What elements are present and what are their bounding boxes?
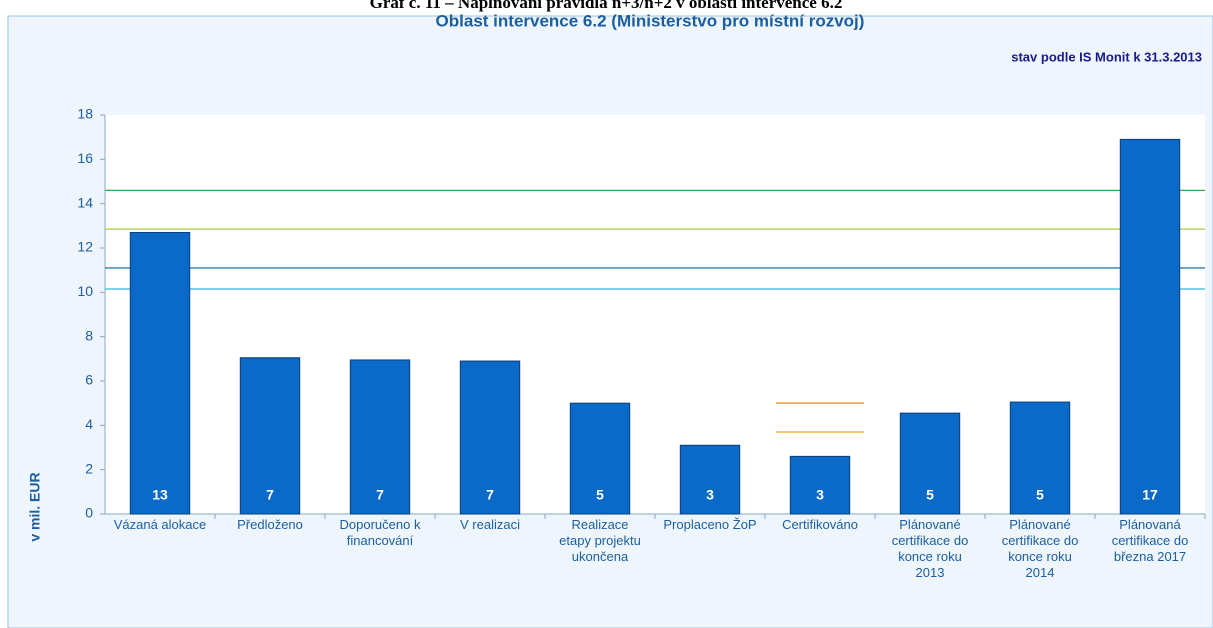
x-tick-label: Plánované certifikace do konce roku 2013 <box>892 517 969 580</box>
bar <box>569 402 631 515</box>
bar <box>789 455 851 515</box>
header: Graf č. 11 – Naplňování pravidla n+3/n+2… <box>370 0 843 12</box>
bar <box>679 444 741 515</box>
x-tick-label: Realizace etapy projektu ukončena <box>559 517 641 564</box>
y-tick-label: 10 <box>77 283 93 299</box>
value-label: 5 <box>926 487 934 503</box>
y-axis-label: v mil. EUR <box>27 472 43 541</box>
x-tick-label: Vázaná alokace <box>114 517 207 532</box>
bar <box>349 359 411 515</box>
y-tick-label: 4 <box>85 416 93 432</box>
y-tick-label: 16 <box>77 150 93 166</box>
value-label: 13 <box>152 487 168 503</box>
value-label: 7 <box>376 487 384 503</box>
bar <box>899 412 961 515</box>
y-tick-label: 0 <box>85 505 93 521</box>
value-label: 7 <box>486 487 494 503</box>
value-label: 5 <box>596 487 604 503</box>
value-label: 3 <box>816 487 824 503</box>
chart-title: Oblast intervence 6.2 (Ministerstvo pro … <box>436 11 865 30</box>
bar <box>1119 138 1181 515</box>
value-label: 17 <box>1142 487 1158 503</box>
y-tick-label: 14 <box>77 194 93 210</box>
y-tick-label: 2 <box>85 460 93 476</box>
y-tick-label: 12 <box>77 239 93 255</box>
x-tick-label: Předloženo <box>237 517 303 532</box>
bar <box>129 231 191 515</box>
x-tick-label: Proplaceno ŽoP <box>663 517 756 532</box>
bar <box>1009 401 1071 515</box>
y-tick-label: 8 <box>85 327 93 343</box>
y-tick-label: 6 <box>85 372 93 388</box>
value-label: 3 <box>706 487 714 503</box>
x-tick-label: Doporučeno k financování <box>340 517 421 548</box>
value-label: 7 <box>266 487 274 503</box>
y-tick-label: 18 <box>77 106 93 122</box>
subtitle: stav podle IS Monit k 31.3.2013 <box>1011 49 1202 64</box>
x-tick-label: Certifikováno <box>782 517 858 532</box>
x-tick-label: V realizaci <box>460 517 520 532</box>
bar <box>459 360 521 515</box>
x-tick-label: Plánované certifikace do konce roku 2014 <box>1002 517 1079 580</box>
bar <box>239 357 301 515</box>
x-tick-label: Plánovaná certifikace do března 2017 <box>1112 517 1189 564</box>
value-label: 5 <box>1036 487 1044 503</box>
